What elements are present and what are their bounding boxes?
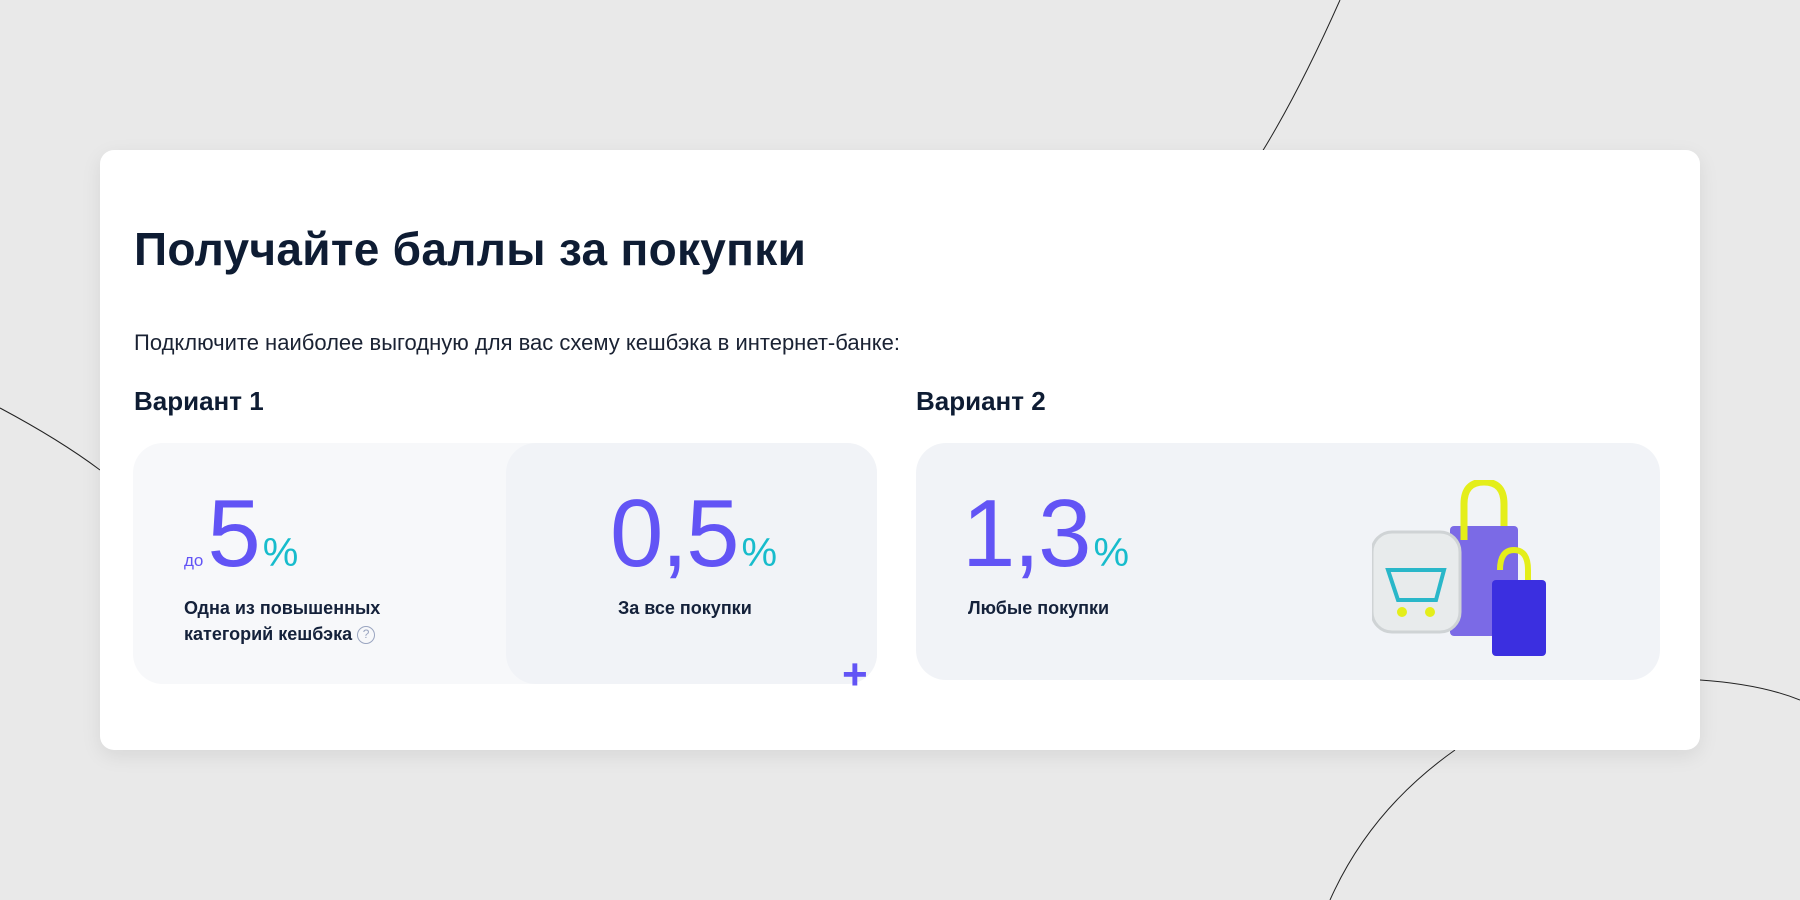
variant-1-base-panel (506, 443, 877, 684)
cashback-card: Получайте баллы за покупки Подключите на… (100, 150, 1700, 750)
rate-1-3-group: 1,3 % (962, 486, 1129, 582)
percent-sign: % (1093, 531, 1130, 575)
variant-1-label: Вариант 1 (134, 386, 264, 416)
shopping-bags-illustration (1372, 480, 1546, 656)
category-caption: Одна из повышенных категорий кешбэка ? (184, 595, 380, 647)
rate-5: 5 (207, 480, 260, 587)
prefix-up-to: до (184, 551, 204, 570)
plus-icon: + (842, 650, 868, 699)
all-purchases-caption: За все покупки (618, 598, 752, 618)
page-title: Получайте баллы за покупки (134, 223, 807, 275)
rate-5-group: до 5 % (184, 486, 298, 582)
variant-2-label: Вариант 2 (916, 386, 1046, 416)
any-purchases-caption: Любые покупки (968, 598, 1110, 618)
rate-1-3: 1,3 (962, 480, 1091, 587)
rate-0-5-group: 0,5 % (610, 486, 777, 582)
caption-line-1: Одна из повышенных (184, 598, 381, 618)
percent-sign: % (741, 531, 778, 575)
percent-sign: % (262, 531, 299, 575)
subtitle: Подключите наиболее выгодную для вас схе… (134, 330, 900, 355)
help-icon[interactable]: ? (357, 626, 376, 645)
rate-0-5: 0,5 (610, 480, 739, 587)
caption-line-2: категорий кешбэка (184, 624, 353, 644)
